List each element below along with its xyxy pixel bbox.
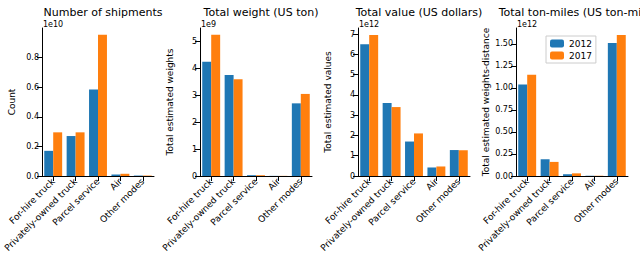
svg-text:2: 2 [192,118,197,127]
svg-text:4: 4 [350,90,355,99]
svg-text:0.4: 0.4 [26,112,39,121]
svg-text:Count: Count [7,88,17,115]
svg-text:Parcel service: Parcel service [209,176,260,227]
svg-text:0: 0 [350,172,355,181]
svg-text:Total value (US dollars): Total value (US dollars) [355,6,483,19]
svg-text:Other modes: Other modes [572,176,621,225]
svg-text:0.2: 0.2 [26,142,39,151]
svg-text:4: 4 [192,64,197,73]
svg-text:Air: Air [108,176,124,192]
svg-text:2017: 2017 [569,51,592,61]
svg-text:Parcel service: Parcel service [525,176,576,227]
svg-text:0: 0 [192,172,197,181]
svg-text:For-hire truck: For-hire truck [481,176,531,226]
svg-text:Privately-owned truck: Privately-owned truck [160,176,238,253]
svg-text:1.25: 1.25 [495,61,513,70]
svg-text:7: 7 [350,30,355,39]
svg-text:For-hire truck: For-hire truck [7,176,57,226]
svg-text:0.25: 0.25 [495,149,513,158]
svg-text:Other modes: Other modes [256,176,305,225]
svg-text:Privately-owned truck: Privately-owned truck [476,176,554,253]
svg-text:2: 2 [350,131,355,140]
svg-text:1e9: 1e9 [201,20,216,29]
svg-text:3: 3 [192,91,197,100]
svg-text:Total estimated values: Total estimated values [323,51,333,154]
svg-text:Other modes: Other modes [98,176,147,225]
svg-text:1: 1 [350,151,355,160]
svg-text:0.50: 0.50 [495,127,513,136]
svg-text:1: 1 [192,145,197,154]
svg-text:0.8: 0.8 [26,53,39,62]
svg-text:6: 6 [350,50,355,59]
svg-text:1e12: 1e12 [517,20,537,29]
svg-text:Total estimated weights: Total estimated weights [165,48,175,156]
svg-text:Air: Air [424,176,440,192]
svg-text:Number of shipments: Number of shipments [43,6,162,19]
svg-text:Privately-owned truck: Privately-owned truck [2,176,80,253]
svg-text:Parcel service: Parcel service [367,176,418,227]
svg-text:2012: 2012 [569,39,592,49]
svg-text:0.6: 0.6 [26,83,39,92]
svg-text:For-hire truck: For-hire truck [323,176,373,226]
svg-text:0.00: 0.00 [495,172,513,181]
svg-text:1e12: 1e12 [359,20,379,29]
svg-text:Parcel service: Parcel service [51,176,102,227]
svg-text:Other modes: Other modes [414,176,463,225]
svg-text:1.50: 1.50 [495,39,513,48]
svg-text:0.75: 0.75 [495,105,513,114]
svg-text:3: 3 [350,111,355,120]
svg-text:5: 5 [350,70,355,79]
svg-text:5: 5 [192,37,197,46]
svg-text:1e10: 1e10 [43,20,63,29]
svg-text:Air: Air [266,176,282,192]
svg-text:0.0: 0.0 [26,172,39,181]
svg-text:Privately-owned truck: Privately-owned truck [318,176,396,253]
svg-text:For-hire truck: For-hire truck [165,176,215,226]
svg-text:Air: Air [582,176,598,192]
svg-text:1.00: 1.00 [495,83,513,92]
svg-text:Total ton-miles (US ton-mile): Total ton-miles (US ton-mile) [498,6,640,19]
svg-text:Total estimated weights-distan: Total estimated weights-distance [481,27,491,177]
svg-text:Total weight (US ton): Total weight (US ton) [203,6,319,19]
